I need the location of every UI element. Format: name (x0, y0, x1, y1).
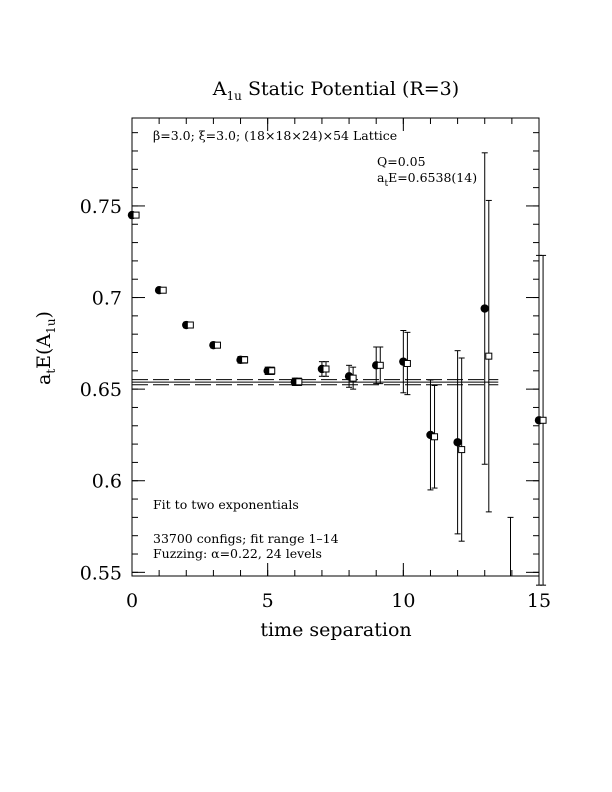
x-tick-label: 15 (527, 590, 551, 612)
data-point-circle (480, 304, 489, 313)
y-label-t: t (44, 369, 58, 374)
data-point-square (349, 374, 357, 382)
data-point-square (295, 378, 303, 386)
error-bars (129, 152, 547, 586)
chart-title-base: A (212, 78, 227, 100)
y-tick-label: 0.65 (80, 379, 122, 401)
data-point-square (485, 352, 493, 360)
energy-rest: E=0.6538(14) (388, 170, 477, 185)
data-markers (127, 210, 547, 454)
data-point-square (458, 446, 466, 454)
y-label-sub: 1u (44, 318, 58, 334)
data-point-square (376, 361, 384, 369)
x-tick-label: 0 (126, 590, 138, 612)
data-point-square (322, 365, 330, 373)
chart-title: A1u Static Potential (R=3) (212, 78, 459, 103)
data-point-square (403, 359, 411, 367)
energy-annotation: atE=0.6538(14) (377, 170, 477, 189)
y-tick-label: 0.7 (92, 288, 122, 310)
fit-annotation: Fit to two exponentials (153, 497, 299, 512)
fuzzing-annotation: Fuzzing: α=0.22, 24 levels (153, 546, 322, 561)
data-point-square (186, 321, 194, 329)
data-point-square (213, 341, 221, 349)
y-label-e: E(A (33, 334, 55, 369)
data-point-square (539, 416, 547, 424)
axis-tick-labels: 0 5 10 15 0.55 0.6 0.65 0.7 0.75 (80, 196, 551, 612)
q-value-annotation: Q=0.05 (377, 154, 426, 169)
y-label-a: a (33, 374, 55, 385)
chart-title-sub: 1u (227, 89, 243, 103)
data-point-square (132, 211, 140, 219)
data-point-square (159, 286, 167, 294)
y-axis-label: atE(A1u) (33, 311, 58, 385)
y-tick-label: 0.6 (92, 471, 122, 493)
fit-band (132, 379, 499, 386)
chart-title-rest: Static Potential (R=3) (242, 78, 459, 100)
lattice-annotation: β=3.0; ξ=3.0; (18×18×24)×54 Lattice (153, 128, 397, 143)
x-tick-label: 10 (391, 590, 415, 612)
y-tick-label: 0.55 (80, 562, 122, 584)
y-label-close: ) (33, 311, 55, 318)
energy-sub: t (384, 179, 388, 189)
axis-ticks (131, 118, 540, 576)
x-axis-label: time separation (260, 619, 411, 641)
data-point-square (241, 356, 249, 364)
data-point-square (431, 433, 439, 441)
energy-prefix: a (377, 170, 385, 185)
x-tick-label: 5 (262, 590, 274, 612)
y-tick-label: 0.75 (80, 196, 122, 218)
data-point-square (268, 367, 276, 375)
configs-annotation: 33700 configs; fit range 1–14 (153, 531, 339, 546)
data-point-circle (453, 438, 462, 447)
